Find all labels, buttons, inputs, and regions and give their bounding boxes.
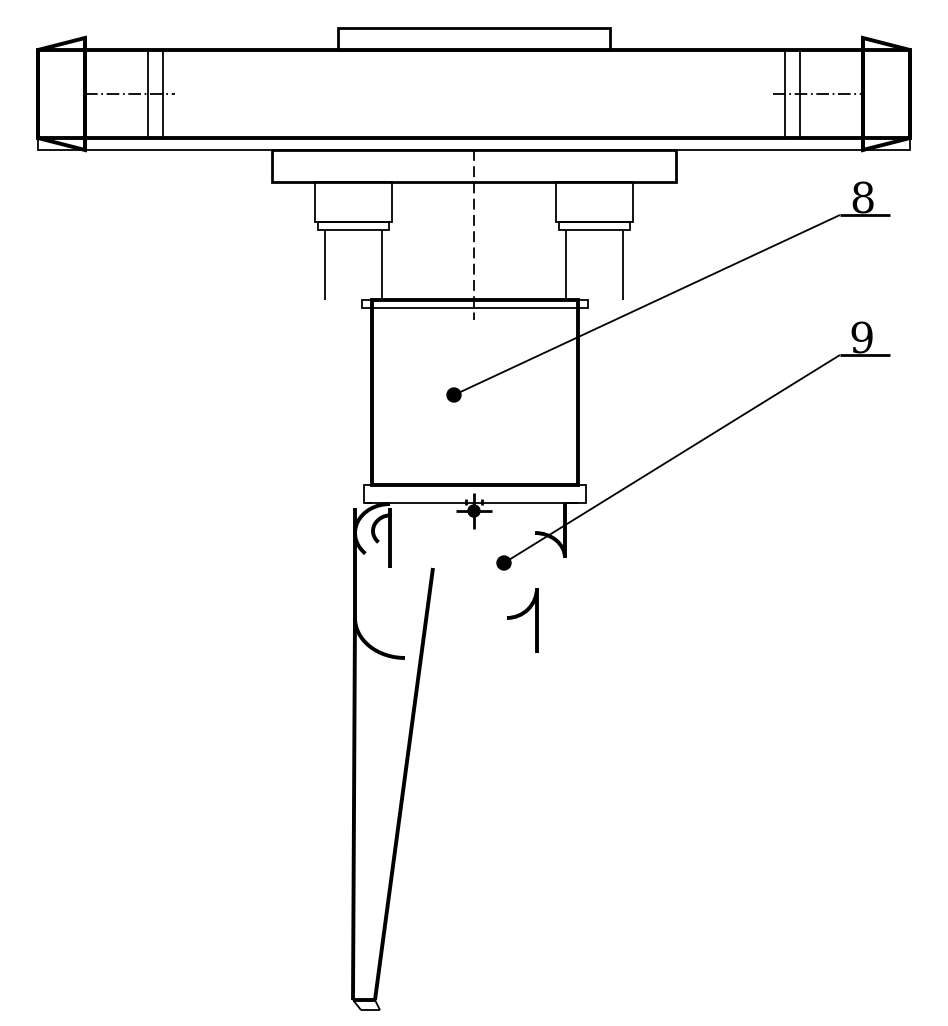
Circle shape bbox=[447, 388, 461, 402]
Circle shape bbox=[497, 556, 511, 570]
Bar bbox=[315, 182, 392, 222]
Text: 8: 8 bbox=[848, 180, 875, 222]
Bar bbox=[362, 300, 588, 308]
Bar bbox=[272, 150, 676, 182]
Bar bbox=[556, 182, 633, 222]
Bar bbox=[38, 139, 910, 150]
Bar bbox=[38, 50, 910, 139]
Text: 9: 9 bbox=[848, 320, 875, 362]
Circle shape bbox=[468, 505, 480, 517]
Bar bbox=[364, 485, 586, 503]
Bar bbox=[372, 300, 578, 485]
Bar bbox=[559, 222, 630, 230]
Bar bbox=[338, 28, 610, 50]
Bar bbox=[318, 222, 389, 230]
